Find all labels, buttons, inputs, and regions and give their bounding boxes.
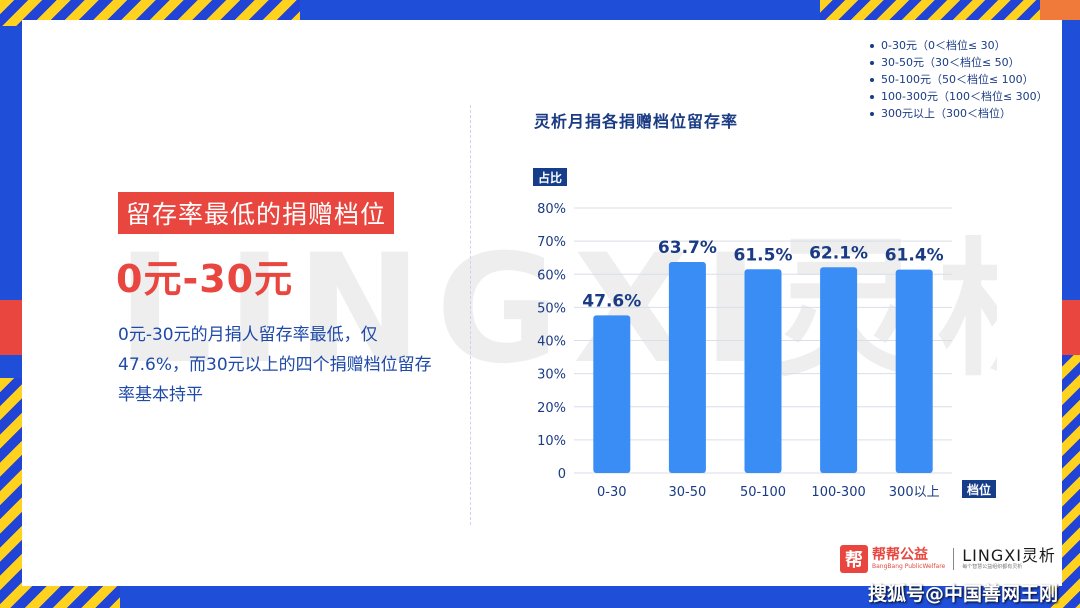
- bar-value-label: 47.6%: [582, 291, 641, 311]
- lingxi-logo: LINGXI灵析: [962, 546, 1056, 565]
- x-tick-label: 50-100: [740, 485, 786, 500]
- decor-stripe-top-right: [820, 0, 1080, 20]
- bar-value-label: 63.7%: [658, 238, 717, 258]
- bar: [668, 261, 706, 473]
- bullet-icon: [870, 60, 874, 65]
- bar: [593, 315, 631, 473]
- bullet-icon: [870, 94, 874, 99]
- decor-red-block-left: [0, 300, 22, 355]
- headline-banner: 留存率最低的捐赠档位: [118, 192, 395, 234]
- y-tick-label: 10%: [537, 434, 566, 449]
- y-tick-label: 20%: [537, 401, 566, 416]
- bangbang-logo-icon: 帮: [840, 545, 868, 573]
- x-axis-label: 档位: [967, 482, 991, 497]
- y-tick-label: 0: [558, 467, 566, 482]
- bar-value-label: 61.4%: [885, 246, 944, 266]
- lingxi-slogan: 每个智慧公益组织都有灵析: [962, 564, 1023, 570]
- legend-item: 50-100元（50＜档位≤ 100）: [870, 71, 1048, 88]
- y-tick-label: 40%: [537, 335, 566, 350]
- y-tick-label: 80%: [537, 202, 566, 217]
- highlight-value: 0元-30元: [116, 257, 294, 301]
- y-axis-label-badge: [533, 168, 567, 186]
- vertical-divider: [470, 105, 471, 525]
- source-watermark: 搜狐号@中国善网王刚: [867, 583, 1058, 605]
- bar-value-label: 61.5%: [734, 245, 793, 265]
- x-tick-label: 300以上: [889, 485, 940, 500]
- y-tick-label: 50%: [537, 301, 566, 316]
- slide-card: LINGXI灵析 留存率最低的捐赠档位 0元-30元 0元-30元的月捐人留存率…: [22, 20, 1062, 586]
- bar-chart: 0 10% 20% 30% 40% 50% 60% 70% 80% 占比 47.6% 0-30 63.7…: [533, 168, 996, 500]
- y-tick-label: 70%: [537, 235, 566, 250]
- footer-logos: 帮 帮帮公益 BangBang PublicWelfare LINGXI灵析 每…: [840, 544, 1056, 574]
- chart-title: 灵析月捐各捐赠档位留存率: [534, 112, 739, 131]
- y-tick-label: 60%: [537, 268, 566, 283]
- legend-item: 100-300元（100＜档位≤ 300）: [870, 88, 1048, 105]
- bangbang-logo-name: 帮帮公益: [872, 547, 928, 563]
- bullet-icon: [870, 111, 874, 116]
- legend: 0-30元（0＜档位≤ 30） 30-50元（30＜档位≤ 50） 50-100…: [870, 37, 1048, 122]
- x-tick-label: 0-30: [597, 485, 627, 500]
- x-tick-label: 30-50: [669, 485, 707, 500]
- y-tick-label: 30%: [537, 368, 566, 383]
- logo-separator: [953, 548, 955, 570]
- legend-item: 300元以上（300＜档位）: [870, 105, 1048, 122]
- y-axis-label: 占比: [538, 170, 562, 185]
- bar: [744, 269, 782, 473]
- bar: [820, 267, 858, 473]
- description-text: 0元-30元的月捐人留存率最低，仅47.6%，而30元以上的四个捐赠档位留存率基…: [118, 325, 432, 405]
- decor-red-block-right: [1058, 300, 1080, 355]
- bangbang-logo-english: BangBang PublicWelfare: [872, 563, 946, 570]
- bullet-icon: [870, 77, 874, 82]
- x-tick-label: 100-300: [811, 485, 865, 500]
- bar-value-label: 62.1%: [809, 243, 868, 263]
- headline: 留存率最低的捐赠档位: [126, 200, 387, 229]
- legend-item: 0-30元（0＜档位≤ 30）: [870, 37, 1048, 54]
- bullet-icon: [870, 43, 874, 48]
- bar: [895, 269, 933, 473]
- x-axis-label-badge: [962, 480, 996, 498]
- legend-item: 30-50元（30＜档位≤ 50）: [870, 54, 1048, 71]
- decor-orange-block: [1040, 0, 1080, 20]
